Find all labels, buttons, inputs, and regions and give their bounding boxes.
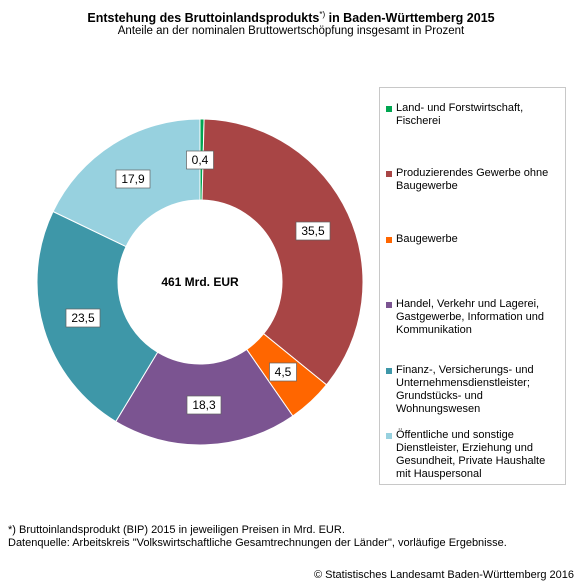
chart-subtitle: Anteile an der nominalen Bruttowertschöp…: [117, 25, 465, 37]
svg-text:23,5: 23,5: [71, 311, 95, 325]
chart-title-text: Entstehung des Bruttoinlandsprodukts: [87, 11, 320, 26]
svg-text:4,5: 4,5: [275, 365, 292, 379]
data-label: 0,4: [186, 150, 214, 170]
footnote-definition: *) Bruttoinlandsprodukt (BIP) 2015 in je…: [8, 524, 345, 536]
legend-swatch: [386, 106, 392, 112]
legend-item: Öffentliche und sonstige Dienstleister, …: [386, 429, 561, 481]
legend-swatch: [386, 302, 392, 308]
legend-label: Baugewerbe: [396, 233, 458, 245]
legend-item: Baugewerbe: [386, 233, 561, 246]
footnote-source: Datenquelle: Arbeitskreis "Volkswirtscha…: [8, 537, 507, 549]
legend-swatch: [386, 171, 392, 177]
chart-title-footnote-mark: *): [319, 10, 326, 19]
svg-text:0,4: 0,4: [192, 153, 209, 167]
data-label: 18,3: [186, 395, 222, 415]
legend-swatch: [386, 368, 392, 374]
legend-swatch: [386, 433, 392, 439]
svg-text:35,5: 35,5: [301, 224, 325, 238]
legend-label: Finanz-, Versicherungs- und Unternehmens…: [396, 364, 534, 415]
legend-label: Land- und Forstwirtschaft, Fischerei: [396, 102, 524, 127]
svg-text:17,9: 17,9: [121, 172, 145, 186]
data-label: 35,5: [295, 221, 331, 241]
center-total-label: 461 Mrd. EUR: [161, 275, 239, 289]
legend-item: Finanz-, Versicherungs- und Unternehmens…: [386, 364, 561, 416]
chart-legend: Land- und Forstwirtschaft, Fischerei Prod…: [379, 87, 566, 485]
chart-title-suffix: in Baden-Württemberg 2015: [325, 11, 495, 26]
legend-label: Öffentliche und sonstige Dienstleister, …: [396, 429, 546, 480]
legend-item: Produzierendes Gewerbe ohne Baugewerbe: [386, 167, 561, 193]
legend-item: Land- und Forstwirtschaft, Fischerei: [386, 102, 561, 128]
svg-text:18,3: 18,3: [192, 398, 216, 412]
pie-slice: [201, 118, 364, 386]
copyright-notice: © Statistisches Landesamt Baden-Württemb…: [313, 569, 574, 581]
data-label: 4,5: [269, 362, 297, 382]
footnote: *) Bruttoinlandsprodukt (BIP) 2015 in je…: [8, 524, 507, 550]
data-label: 17,9: [115, 169, 151, 189]
chart-title: Entstehung des Bruttoinlandsprodukts*) i…: [0, 10, 582, 25]
legend-label: Handel, Verkehr und Lagerei, Gastgewerbe…: [396, 298, 544, 336]
legend-item: Handel, Verkehr und Lagerei, Gastgewerbe…: [386, 298, 561, 337]
legend-swatch: [386, 237, 392, 243]
legend-label: Produzierendes Gewerbe ohne Baugewerbe: [396, 167, 549, 192]
data-label: 23,5: [65, 308, 101, 328]
